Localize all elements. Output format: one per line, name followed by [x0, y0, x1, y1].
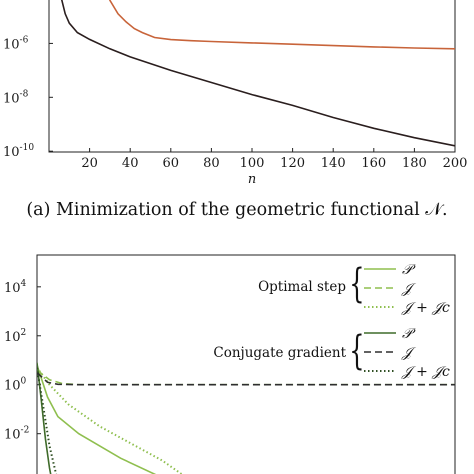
panel-a-y-tick-label: 10-8: [3, 89, 29, 106]
legend-entry-label: 𝒫: [402, 262, 416, 278]
panel-b-series-line-4: [37, 362, 52, 474]
panel-a-x-tick-label: 20: [81, 156, 98, 171]
panel-a-x-tick-label: 100: [240, 156, 265, 171]
panel-b-y-tick-label: 102: [4, 328, 26, 345]
legend-entry-label: 𝒥: [401, 281, 417, 297]
panel-a-series: [60, 0, 455, 147]
panel-b-ticks: [37, 286, 41, 435]
panel-a-frame: [48, 0, 456, 153]
panel-b-y-tick-label: 10-2: [4, 426, 29, 443]
panel-b-series: [37, 362, 455, 474]
panel-a-x-tick-label: 160: [361, 156, 386, 171]
panel-a-x-axis-label: n: [248, 172, 256, 187]
legend: Optimal step { 𝒫𝒥𝒥 + 𝒥c Conjugate gradie…: [213, 259, 450, 380]
panel-a-ticks: [49, 42, 456, 152]
panel-b-series-line-1: [37, 364, 157, 474]
panel-a-y-tick-label: 10-10: [3, 143, 34, 160]
panel-b-y-tick-labels: 104 102 100 10-2: [4, 279, 29, 443]
panel-b-y-tick-label: 100: [4, 377, 27, 394]
panel-a-y-tick-labels: 10-6 10-8 10-10: [3, 35, 34, 160]
panel-a-x-tick-label: 200: [443, 156, 468, 171]
panel-a-series-line-1: [108, 0, 455, 50]
legend-brace-1: {: [349, 259, 364, 306]
panel-a-x-tick-labels: 20 40 60 80 100 120 140 160 180 200: [81, 156, 467, 171]
panel-a-x-tick-label: 180: [402, 156, 427, 171]
panel-a-caption: (a) Minimization of the geometric functi…: [26, 200, 447, 220]
panel-a-y-tick-label: 10-6: [3, 35, 29, 52]
panel-a-x-tick-label: 120: [280, 156, 305, 171]
panel-b-y-tick-label: 104: [4, 279, 27, 296]
panel-a-x-tick-label: 140: [321, 156, 346, 171]
legend-brace-2: {: [349, 326, 364, 373]
legend-group-conjugate-gradient: Conjugate gradient: [213, 345, 346, 361]
legend-group-optimal-step: Optimal step: [258, 279, 346, 295]
panel-a-x-tick-label: 60: [163, 156, 180, 171]
panel-b-series-line-5: [37, 371, 455, 386]
panel-a: 20 40 60 80 100 120 140 160 180 200 10-6 10-8 10-10…: [3, 0, 467, 220]
panel-a-x-tick-label: 80: [203, 156, 220, 171]
panel-a-x-tick-label: 40: [122, 156, 139, 171]
legend-entry-label: 𝒥 + 𝒥c: [401, 364, 450, 380]
legend-entry-label: 𝒫: [402, 326, 416, 342]
panel-b-series-line-3: [37, 367, 184, 474]
legend-entry-label: 𝒥: [401, 345, 417, 361]
panel-a-series-line-2: [60, 0, 455, 147]
panel-b-series-line-2: [37, 369, 455, 386]
legend-entry-label: 𝒥 + 𝒥c: [401, 300, 450, 316]
